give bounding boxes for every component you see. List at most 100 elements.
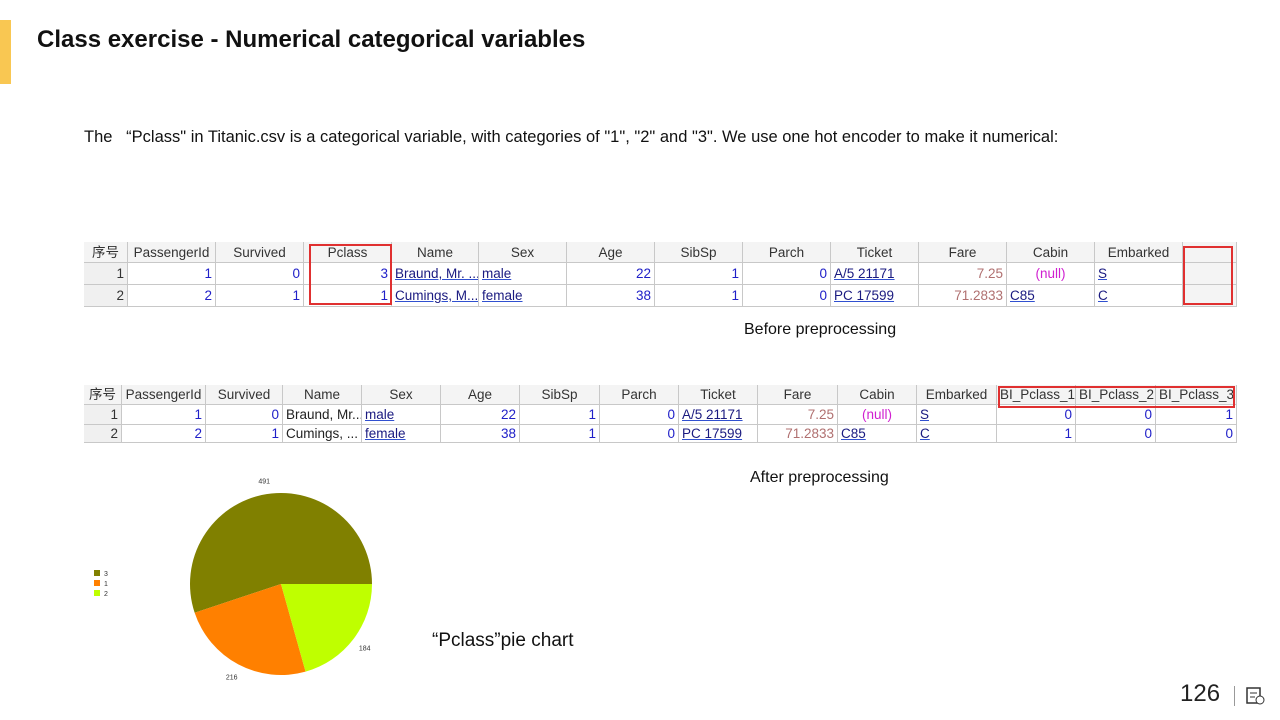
table-cell: 1: [520, 405, 600, 425]
table-cell: 0: [1156, 425, 1237, 443]
table-cell: 1: [655, 285, 743, 307]
table-cell: 1: [84, 405, 122, 425]
column-header: Cabin: [838, 385, 917, 405]
column-header: Fare: [919, 242, 1007, 263]
highlight-box: [998, 386, 1235, 408]
data-label: 491: [258, 478, 270, 485]
column-header: Embarked: [917, 385, 997, 405]
table-cell: female: [362, 425, 441, 443]
column-header: Ticket: [831, 242, 919, 263]
pie-slice: [194, 584, 306, 675]
column-header: Name: [392, 242, 479, 263]
table-cell: 71.2833: [919, 285, 1007, 307]
column-header: BI_Pclass_2: [1076, 385, 1156, 405]
table-cell: C85: [1007, 285, 1095, 307]
table-cell: 0: [1076, 425, 1156, 443]
table-cell: S: [917, 405, 997, 425]
column-header: PassengerId: [122, 385, 206, 405]
pie-chart: 491 216 184 3 1 2: [94, 478, 372, 682]
table-cell: 2: [84, 425, 122, 443]
column-header: SibSp: [655, 242, 743, 263]
table-cell: 0: [743, 285, 831, 307]
table-cell: 71.2833: [758, 425, 838, 443]
column-header: Cabin: [1007, 242, 1095, 263]
table-cell: 38: [441, 425, 520, 443]
table-cell: 7.25: [758, 405, 838, 425]
table-cell: 0: [600, 405, 679, 425]
column-header: BI_Pclass_3: [1156, 385, 1237, 405]
table-cell: C85: [838, 425, 917, 443]
icon: [1246, 687, 1265, 705]
column-header: Age: [441, 385, 520, 405]
page-number: 126: [1180, 680, 1221, 707]
table-cell: 0: [997, 405, 1076, 425]
legend-label: 1: [104, 581, 108, 588]
legend-label: 3: [104, 571, 108, 578]
empty-cell: [1183, 285, 1237, 307]
table-cell: Cumings, ...: [283, 425, 362, 443]
highlight-box: [309, 244, 392, 305]
column-header: Parch: [600, 385, 679, 405]
table-cell: S: [1095, 263, 1183, 285]
table-cell: 1: [216, 285, 304, 307]
pie-slice: [281, 584, 372, 672]
highlight-box: [1183, 246, 1233, 305]
table-cell: A/5 21171: [679, 405, 758, 425]
table-cell: PC 17599: [831, 285, 919, 307]
legend-swatch: [94, 570, 100, 576]
column-header: Fare: [758, 385, 838, 405]
table-cell: 0: [600, 425, 679, 443]
column-header: Parch: [743, 242, 831, 263]
column-header: Pclass: [304, 242, 392, 263]
data-label: 184: [359, 645, 371, 652]
pie-caption: “Pclass”pie chart: [432, 630, 574, 651]
legend-swatch: [94, 590, 100, 596]
table-cell: 1: [520, 425, 600, 443]
pie-slice: [189, 493, 372, 613]
table-cell: PC 17599: [679, 425, 758, 443]
caption: After preprocessing: [750, 469, 889, 486]
column-header: Survived: [206, 385, 283, 405]
table-cell: C: [917, 425, 997, 443]
table-cell: 1: [122, 405, 206, 425]
column-header: 序号: [84, 385, 122, 405]
column-header: Embarked: [1095, 242, 1183, 263]
table-cell: 1: [84, 263, 128, 285]
data-label: 216: [226, 675, 238, 682]
table-cell: male: [479, 263, 567, 285]
table-cell: 7.25: [919, 263, 1007, 285]
column-header: Sex: [362, 385, 441, 405]
table-cell: 0: [1076, 405, 1156, 425]
column-header: Name: [283, 385, 362, 405]
table-cell: (null): [1007, 263, 1095, 285]
table-cell: 2: [122, 425, 206, 443]
column-header: Survived: [216, 242, 304, 263]
column-header: Sex: [479, 242, 567, 263]
table-cell: Braund, Mr. ...: [392, 263, 479, 285]
title: Class exercise - Numerical categorical v…: [37, 26, 586, 53]
intro-text: The “Pclass" in Titanic.csv is a categor…: [84, 128, 1059, 146]
legend-swatch: [94, 580, 100, 586]
table-cell: 1: [997, 425, 1076, 443]
table-cell: 0: [216, 263, 304, 285]
table-cell: 1: [206, 425, 283, 443]
column-header: Age: [567, 242, 655, 263]
table-cell: Cumings, M...: [392, 285, 479, 307]
table-cell: 1: [655, 263, 743, 285]
table-cell: 0: [206, 405, 283, 425]
empty-cell: [1183, 263, 1237, 285]
column-header: Ticket: [679, 385, 758, 405]
column-header: PassengerId: [128, 242, 216, 263]
table-cell: 2: [128, 285, 216, 307]
column-header: BI_Pclass_1: [997, 385, 1076, 405]
table-cell: 22: [441, 405, 520, 425]
column-header: 序号: [84, 242, 128, 263]
legend-label: 2: [104, 591, 108, 598]
table-cell: 1: [1156, 405, 1237, 425]
divider: [1234, 686, 1235, 706]
table-cell: A/5 21171: [831, 263, 919, 285]
column-header: SibSp: [520, 385, 600, 405]
table-cell: 22: [567, 263, 655, 285]
table-cell: female: [479, 285, 567, 307]
caption: Before preprocessing: [744, 321, 897, 338]
